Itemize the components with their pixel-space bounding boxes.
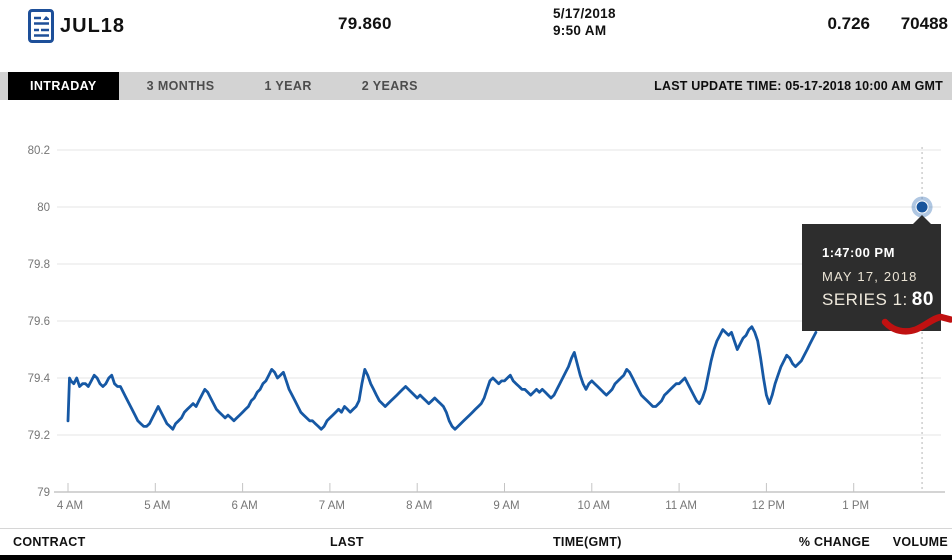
range-tabbar: INTRADAY 3 MONTHS 1 YEAR 2 YEARS LAST UP… (0, 72, 952, 100)
svg-text:7 AM: 7 AM (319, 500, 345, 512)
contract-symbol: JUL18 (60, 15, 126, 37)
tab-1-year[interactable]: 1 YEAR (264, 79, 312, 93)
last-update-time: LAST UPDATE TIME: 05-17-2018 10:00 AM GM… (654, 79, 943, 93)
svg-text:4 AM: 4 AM (57, 500, 83, 512)
svg-text:11 AM: 11 AM (665, 500, 697, 512)
chart-document-icon (28, 9, 54, 43)
quote-datetime: 5/17/2018 9:50 AM (553, 5, 616, 39)
quote-time: 9:50 AM (553, 23, 607, 38)
svg-text:79.8: 79.8 (28, 259, 50, 271)
svg-text:80.2: 80.2 (28, 145, 50, 157)
svg-text:10 AM: 10 AM (577, 500, 610, 512)
volume-value: 70488 (900, 14, 948, 33)
footer-label-time: TIME(GMT) (553, 535, 622, 549)
footer-label-last: LAST (330, 535, 364, 549)
tooltip-series: SERIES 1: 80 (822, 289, 941, 311)
svg-text:6 AM: 6 AM (231, 500, 257, 512)
quote-header: JUL18 79.860 5/17/2018 9:50 AM 0.726 704… (0, 0, 952, 64)
svg-text:9 AM: 9 AM (493, 500, 519, 512)
svg-text:8 AM: 8 AM (406, 500, 432, 512)
svg-text:1 PM: 1 PM (842, 500, 869, 512)
svg-text:79.4: 79.4 (28, 373, 51, 385)
column-legend-footer: CONTRACT LAST TIME(GMT) % CHANGE VOLUME (0, 528, 952, 560)
svg-text:80: 80 (37, 202, 50, 214)
bottom-bar (0, 555, 952, 560)
tooltip-series-value: 80 (911, 289, 934, 310)
percent-change-value: 0.726 (827, 14, 870, 33)
tooltip-series-label: SERIES 1: (822, 290, 908, 309)
svg-text:79.6: 79.6 (28, 316, 50, 328)
svg-text:5 AM: 5 AM (144, 500, 170, 512)
tooltip-time: 1:47:00 PM (822, 245, 895, 260)
tab-3-months[interactable]: 3 MONTHS (146, 79, 215, 93)
last-price: 79.860 (338, 14, 392, 33)
footer-label-contract: CONTRACT (13, 535, 86, 549)
chart-tooltip: 1:47:00 PM MAY 17, 2018 SERIES 1: 80 (802, 215, 941, 331)
tab-2-years[interactable]: 2 YEARS (361, 79, 418, 93)
tooltip-date: MAY 17, 2018 (822, 269, 918, 284)
svg-text:79: 79 (37, 487, 50, 499)
footer-label-percent-change: % CHANGE (798, 535, 870, 549)
tab-intraday[interactable]: INTRADAY (8, 72, 119, 100)
quote-date: 5/17/2018 (553, 6, 616, 21)
svg-text:12 PM: 12 PM (752, 500, 785, 512)
svg-text:79.2: 79.2 (28, 430, 50, 442)
footer-label-volume: VOLUME (892, 535, 948, 549)
